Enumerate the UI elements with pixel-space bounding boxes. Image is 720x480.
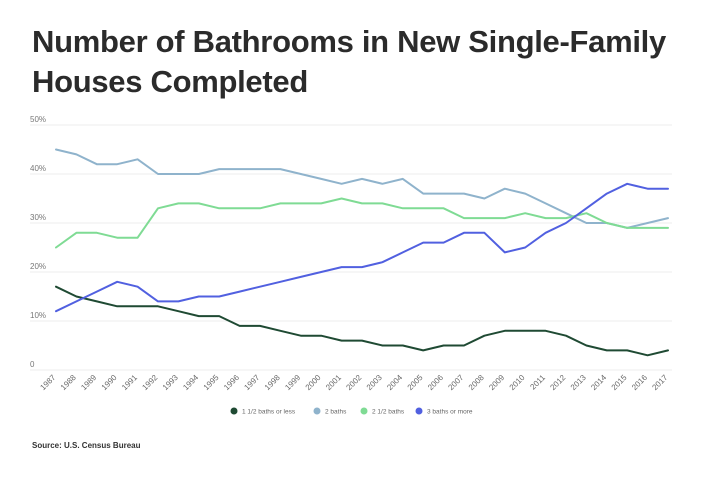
y-tick-label: 20% xyxy=(30,262,46,271)
x-tick-label: 2014 xyxy=(589,373,608,392)
x-tick-label: 2015 xyxy=(610,373,629,392)
x-tick-label: 2001 xyxy=(324,373,343,392)
x-tick-label: 1994 xyxy=(181,373,200,392)
x-tick-label: 1989 xyxy=(79,373,98,392)
legend-label: 1 1/2 baths or less xyxy=(242,409,296,416)
source-note: Source: U.S. Census Bureau xyxy=(32,441,141,450)
legend-swatch xyxy=(313,407,321,415)
x-tick-label: 2005 xyxy=(406,373,425,392)
x-tick-label: 1990 xyxy=(100,373,119,392)
y-tick-label: 10% xyxy=(30,311,46,320)
y-tick-label: 40% xyxy=(30,164,46,173)
x-tick-label: 2013 xyxy=(569,373,588,392)
series-line-2 xyxy=(55,148,669,229)
legend-swatch xyxy=(415,407,423,415)
x-tick-label: 2009 xyxy=(487,373,506,392)
x-tick-label: 2007 xyxy=(446,373,465,392)
y-tick-label: 30% xyxy=(30,213,46,222)
x-tick-label: 2003 xyxy=(365,373,384,392)
x-tick-label: 2012 xyxy=(548,373,567,392)
x-tick-label: 2006 xyxy=(426,373,445,392)
x-tick-label: 2004 xyxy=(385,373,404,392)
x-tick-label: 2000 xyxy=(304,373,323,392)
x-tick-label: 2008 xyxy=(467,373,486,392)
x-tick-label: 1999 xyxy=(283,373,302,392)
y-axis: 0 10% 20% 30% 40% 50% xyxy=(30,115,46,369)
legend-label: 2 1/2 baths xyxy=(372,409,405,416)
x-tick-label: 2011 xyxy=(528,373,547,392)
legend-swatch xyxy=(230,407,238,415)
x-tick-label: 1995 xyxy=(202,373,221,392)
x-tick-label: 1992 xyxy=(140,373,159,392)
x-tick-label: 2010 xyxy=(508,373,527,392)
series-line-3 xyxy=(55,197,669,249)
x-tick-label: 1987 xyxy=(38,373,57,392)
legend: 1 1/2 baths or less 2 baths 2 1/2 baths 3 b… xyxy=(230,407,473,416)
x-tick-label: 1991 xyxy=(120,373,139,392)
legend-label: 2 baths xyxy=(325,409,347,416)
chart-title: Number of Bathrooms in New Single-Family… xyxy=(32,24,666,99)
x-tick-label: 1998 xyxy=(263,373,282,392)
series-line-4 xyxy=(55,182,669,313)
x-tick-label: 1993 xyxy=(161,373,180,392)
y-tick-label: 0 xyxy=(30,360,35,369)
x-tick-label: 2016 xyxy=(630,373,649,392)
legend-swatch xyxy=(360,407,368,415)
legend-label: 3 baths or more xyxy=(427,409,473,416)
x-axis: 1987 1988 1989 1990 1991 1992 1993 1994 1995 1996… xyxy=(38,373,669,392)
x-tick-label: 2017 xyxy=(650,373,669,392)
series-line-1 xyxy=(55,285,669,357)
x-tick-label: 2002 xyxy=(344,373,363,392)
y-tick-label: 50% xyxy=(30,115,46,124)
x-tick-label: 1996 xyxy=(222,373,241,392)
x-tick-label: 1988 xyxy=(59,373,78,392)
series-lines xyxy=(55,148,669,357)
x-tick-label: 1997 xyxy=(242,373,261,392)
